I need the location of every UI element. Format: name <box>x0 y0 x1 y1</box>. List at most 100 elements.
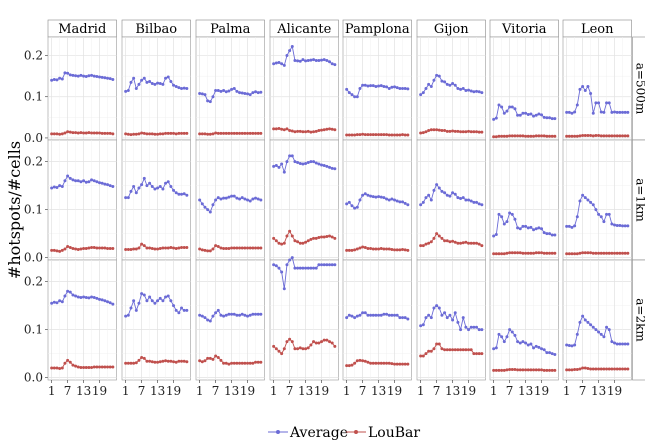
data-point-loubar <box>440 129 444 133</box>
data-point-average <box>403 201 407 205</box>
data-point-loubar <box>550 251 554 255</box>
data-point-loubar <box>347 248 351 252</box>
data-point-average <box>243 91 247 95</box>
data-point-average <box>254 90 258 94</box>
data-point-average <box>461 196 465 200</box>
data-point-average <box>330 166 334 170</box>
data-point-average <box>180 192 184 196</box>
data-point-average <box>330 62 334 66</box>
data-point-loubar <box>432 347 436 351</box>
panel-background <box>562 259 632 381</box>
data-point-average <box>437 74 441 78</box>
data-point-average <box>333 167 337 171</box>
data-point-average <box>108 184 112 188</box>
data-point-loubar <box>100 131 104 135</box>
data-point-loubar <box>597 251 601 255</box>
data-point-loubar <box>251 361 255 365</box>
data-point-loubar <box>516 251 520 255</box>
data-point-loubar <box>545 251 549 255</box>
panel-background <box>562 139 632 261</box>
data-point-average <box>79 180 83 184</box>
data-point-loubar <box>599 134 603 138</box>
data-point-average <box>172 188 176 192</box>
data-point-average <box>570 344 574 348</box>
data-point-loubar <box>385 361 389 365</box>
data-point-average <box>374 195 378 199</box>
data-point-average <box>140 183 144 187</box>
data-point-loubar <box>166 359 170 363</box>
data-point-loubar <box>137 132 141 136</box>
data-point-loubar <box>502 134 506 138</box>
data-point-average <box>377 313 381 317</box>
x-tick-label: 19 <box>461 384 476 398</box>
data-point-loubar <box>540 134 544 138</box>
data-point-loubar <box>272 236 276 240</box>
data-point-average <box>148 181 152 185</box>
data-point-average <box>95 75 99 79</box>
data-point-average <box>526 343 530 347</box>
data-point-average <box>240 312 244 316</box>
data-point-average <box>124 89 128 93</box>
data-point-loubar <box>390 362 394 366</box>
data-point-average <box>613 223 617 227</box>
data-point-average <box>500 335 504 339</box>
data-point-loubar <box>382 361 386 365</box>
data-point-loubar <box>403 133 407 137</box>
data-point-loubar <box>369 133 373 137</box>
data-point-average <box>451 82 455 86</box>
data-point-average <box>618 223 622 227</box>
data-point-average <box>317 58 321 62</box>
data-point-average <box>103 299 107 303</box>
data-point-loubar <box>358 133 362 137</box>
data-point-loubar <box>314 129 318 133</box>
data-point-loubar <box>553 134 557 138</box>
data-point-loubar <box>618 367 622 371</box>
data-point-loubar <box>427 349 431 353</box>
data-point-loubar <box>288 129 292 133</box>
data-point-loubar <box>76 131 80 135</box>
data-point-average <box>145 299 149 303</box>
data-point-average <box>385 197 389 201</box>
x-tick-label: 1 <box>417 384 425 398</box>
data-point-loubar <box>60 132 64 136</box>
data-point-loubar <box>456 241 460 245</box>
data-point-average <box>320 58 324 62</box>
data-point-loubar <box>211 132 215 136</box>
data-point-average <box>385 312 389 316</box>
data-point-average <box>66 289 70 293</box>
data-point-average <box>377 84 381 88</box>
data-point-loubar <box>548 134 552 138</box>
data-point-average <box>304 162 308 166</box>
data-point-loubar <box>87 246 91 250</box>
data-point-average <box>129 189 133 193</box>
data-point-loubar <box>68 130 72 134</box>
data-point-loubar <box>214 131 218 135</box>
data-point-loubar <box>222 246 226 250</box>
data-point-loubar <box>424 242 428 246</box>
data-point-loubar <box>66 245 70 249</box>
data-point-average <box>137 186 141 190</box>
data-point-loubar <box>328 234 332 238</box>
legend-label-average: Average <box>289 425 348 441</box>
data-point-loubar <box>111 365 115 369</box>
data-point-average <box>185 308 189 312</box>
data-point-loubar <box>461 241 465 245</box>
data-point-average <box>355 314 359 318</box>
data-point-loubar <box>320 128 324 132</box>
data-point-average <box>537 226 541 230</box>
data-point-average <box>492 347 496 351</box>
data-point-loubar <box>591 367 595 371</box>
data-point-average <box>328 165 332 169</box>
data-point-loubar <box>421 354 425 358</box>
data-point-average <box>526 226 530 230</box>
data-point-average <box>610 222 614 226</box>
data-point-loubar <box>406 362 410 366</box>
data-point-average <box>435 304 439 308</box>
data-point-loubar <box>232 246 236 250</box>
data-point-average <box>398 87 402 90</box>
data-point-loubar <box>312 130 316 134</box>
data-point-average <box>586 84 590 88</box>
data-point-average <box>103 182 107 186</box>
data-point-average <box>553 233 557 237</box>
data-point-average <box>98 75 102 79</box>
